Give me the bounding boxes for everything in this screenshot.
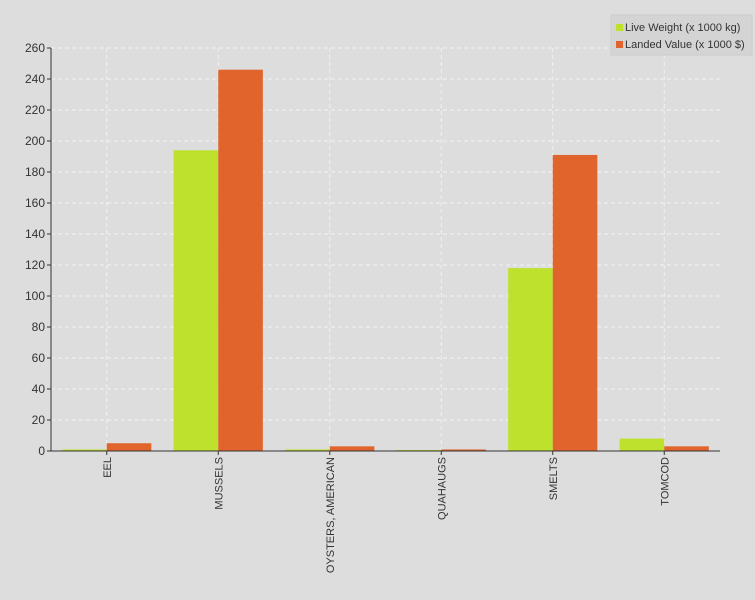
y-tick-label: 20 <box>32 413 46 427</box>
bar <box>106 443 152 451</box>
legend-swatch-live-weight <box>616 24 623 31</box>
y-tick-label: 220 <box>25 103 45 117</box>
x-axis-ticks: EEL MUSSELS OYSTERS, AMERICAN QUAHAUGS SMELT… <box>102 451 671 573</box>
y-tick-label: 180 <box>25 165 45 179</box>
legend-swatch-landed-value <box>616 41 623 48</box>
y-tick-label: 120 <box>25 258 45 272</box>
legend-label-landed-value: Landed Value (x 1000 $) <box>625 39 745 51</box>
y-tick-label: 140 <box>25 227 45 241</box>
y-tick-label: 40 <box>32 382 46 396</box>
axes <box>50 48 720 452</box>
bar <box>619 438 665 451</box>
bar <box>62 449 107 451</box>
y-tick-label: 160 <box>25 196 45 210</box>
bar <box>441 449 486 451</box>
bar <box>218 69 263 451</box>
x-tick-label: MUSSELS <box>213 457 225 510</box>
x-tick-label: SMELTS <box>548 457 560 500</box>
y-tick-label: 60 <box>32 351 46 365</box>
x-tick-label: QUAHAUGS <box>436 457 448 520</box>
legend: Live Weight (x 1000 kg) Landed Value (x … <box>610 14 753 56</box>
bar <box>508 268 553 451</box>
y-axis-ticks: 0 20 40 60 80 100 120 140 160 180 200 220 240 260 <box>25 41 51 458</box>
bar <box>552 154 598 451</box>
legend-label-live-weight: Live Weight (x 1000 kg) <box>625 22 740 34</box>
bar <box>664 446 709 451</box>
y-tick-label: 80 <box>32 320 46 334</box>
legend-box <box>610 14 753 56</box>
x-tick-label: TOMCOD <box>659 457 671 506</box>
y-tick-label: 200 <box>25 134 45 148</box>
grid-lines <box>51 47 720 451</box>
y-tick-label: 0 <box>38 444 45 458</box>
y-tick-label: 240 <box>25 72 45 86</box>
bar <box>173 150 219 452</box>
bar <box>329 446 375 451</box>
bars <box>62 69 709 452</box>
y-tick-label: 260 <box>25 41 45 55</box>
bar <box>285 449 330 451</box>
x-tick-label: EEL <box>102 457 114 478</box>
x-tick-label: OYSTERS, AMERICAN <box>325 457 337 573</box>
y-tick-label: 100 <box>25 289 45 303</box>
